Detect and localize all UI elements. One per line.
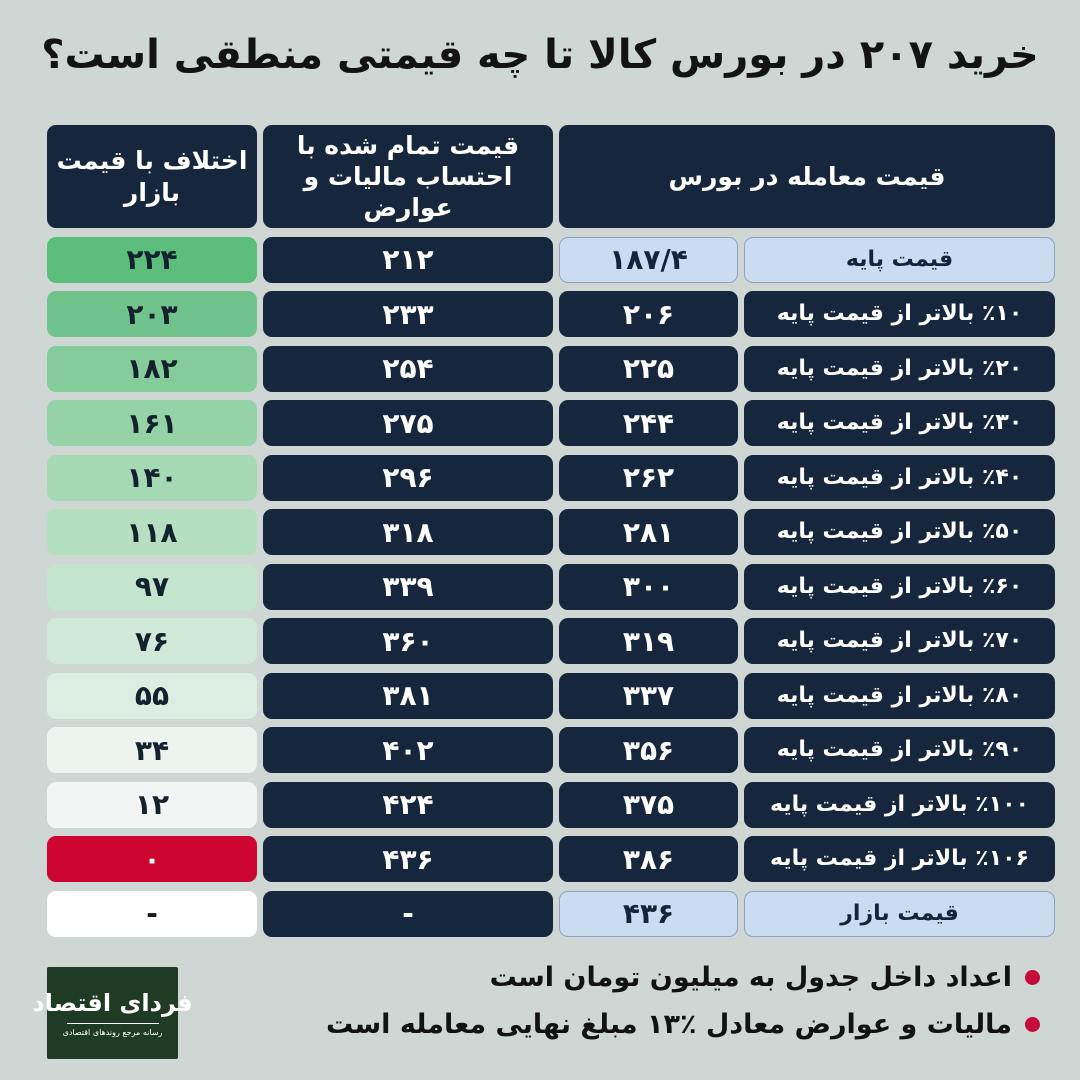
trade-price-cell: ۳۸۶ bbox=[559, 836, 738, 882]
trade-price-cell: ۳۷۵ bbox=[559, 781, 738, 828]
price-table: قیمت معامله در بورس قیمت تمام شده با احت… bbox=[46, 125, 1055, 937]
fardaye-eghtesad-logo: فردای اقتصاد رسانه مرجع روندهای اقتصادی bbox=[32, 967, 193, 1059]
total-price-cell: ۴۲۴ bbox=[263, 781, 553, 828]
row-label-cell: ٪۵۰ بالاتر از قیمت پایه bbox=[744, 509, 1055, 555]
trade-price-cell: ۲۴۴ bbox=[559, 400, 738, 446]
diff-cell: ۵۵ bbox=[47, 672, 257, 719]
row-label-cell: ٪۱۰ بالاتر از قیمت پایه bbox=[744, 291, 1055, 337]
total-price-cell: ۲۷۵ bbox=[263, 400, 553, 446]
header-total-price: قیمت تمام شده با احتساب مالیات و عوارض bbox=[263, 125, 553, 228]
total-price-cell: ۴۳۶ bbox=[263, 836, 553, 882]
total-price-cell: ۲۳۳ bbox=[263, 291, 553, 337]
total-price-cell: ۳۸۱ bbox=[263, 672, 553, 719]
diff-cell: ۱۴۰ bbox=[47, 454, 257, 501]
total-price-cell: ۳۳۹ bbox=[263, 563, 553, 610]
diff-cell: ۹۷ bbox=[47, 563, 257, 610]
logo-name: فردای اقتصاد bbox=[32, 989, 193, 1017]
footnote-text: اعداد داخل جدول به میلیون تومان است bbox=[489, 962, 1012, 993]
bullet-icon bbox=[1025, 970, 1040, 985]
logo-tagline: رسانه مرجع روندهای اقتصادی bbox=[62, 1028, 163, 1037]
total-price-cell: - bbox=[263, 890, 553, 937]
footnotes: اعداد داخل جدول به میلیون تومان است مالی… bbox=[326, 962, 1040, 1040]
header-trade-price: قیمت معامله در بورس bbox=[559, 125, 1055, 228]
trade-price-cell: ۳۱۹ bbox=[559, 618, 738, 664]
row-label-cell: ٪۲۰ بالاتر از قیمت پایه bbox=[744, 345, 1055, 392]
total-price-cell: ۲۵۴ bbox=[263, 345, 553, 392]
diff-cell: ۳۴ bbox=[47, 727, 257, 773]
row-label-cell: ٪۷۰ بالاتر از قیمت پایه bbox=[744, 618, 1055, 664]
row-label-cell: ٪۳۰ بالاتر از قیمت پایه bbox=[744, 400, 1055, 446]
trade-price-cell: ۳۳۷ bbox=[559, 672, 738, 719]
trade-price-cell: ۲۶۲ bbox=[559, 454, 738, 501]
diff-cell: ۲۰۳ bbox=[47, 291, 257, 337]
diff-cell: ۱۸۲ bbox=[47, 345, 257, 392]
header-diff-with-market: اختلاف با قیمت بازار bbox=[47, 125, 257, 228]
trade-price-cell: ۲۰۶ bbox=[559, 291, 738, 337]
row-label-cell: قیمت پایه bbox=[744, 236, 1055, 283]
row-label-cell: ٪۹۰ بالاتر از قیمت پایه bbox=[744, 727, 1055, 773]
footnote-tax: مالیات و عوارض معادل ٪۱۳ مبلغ نهایی معام… bbox=[326, 1009, 1040, 1040]
diff-cell: ۱۲ bbox=[47, 781, 257, 828]
trade-price-cell: ۳۵۶ bbox=[559, 727, 738, 773]
footnote-text: مالیات و عوارض معادل ٪۱۳ مبلغ نهایی معام… bbox=[326, 1009, 1012, 1040]
total-price-cell: ۴۰۲ bbox=[263, 727, 553, 773]
diff-cell: ۲۲۴ bbox=[47, 236, 257, 283]
diff-cell: ۷۶ bbox=[47, 618, 257, 664]
total-price-cell: ۳۶۰ bbox=[263, 618, 553, 664]
trade-price-cell: ۱۸۷/۴ bbox=[559, 236, 738, 283]
total-price-cell: ۲۱۲ bbox=[263, 236, 553, 283]
row-label-cell: ٪۱۰۰ بالاتر از قیمت پایه bbox=[744, 781, 1055, 828]
page-title: خرید ۲۰۷ در بورس کالا تا چه قیمتی منطقی … bbox=[41, 32, 1039, 78]
trade-price-cell: ۳۰۰ bbox=[559, 563, 738, 610]
trade-price-cell: ۲۸۱ bbox=[559, 509, 738, 555]
total-price-cell: ۳۱۸ bbox=[263, 509, 553, 555]
row-label-cell: قیمت بازار bbox=[744, 890, 1055, 937]
diff-cell: ۱۶۱ bbox=[47, 400, 257, 446]
total-price-cell: ۲۹۶ bbox=[263, 454, 553, 501]
row-label-cell: ٪۴۰ بالاتر از قیمت پایه bbox=[744, 454, 1055, 501]
row-label-cell: ٪۱۰۶ بالاتر از قیمت پایه bbox=[744, 836, 1055, 882]
bullet-icon bbox=[1025, 1017, 1040, 1032]
trade-price-cell: ۴۳۶ bbox=[559, 890, 738, 937]
row-label-cell: ٪۶۰ بالاتر از قیمت پایه bbox=[744, 563, 1055, 610]
footnote-unit: اعداد داخل جدول به میلیون تومان است bbox=[490, 962, 1040, 993]
diff-cell: ۱۱۸ bbox=[47, 509, 257, 555]
row-label-cell: ٪۸۰ بالاتر از قیمت پایه bbox=[744, 672, 1055, 719]
trade-price-cell: ۲۲۵ bbox=[559, 345, 738, 392]
diff-cell: - bbox=[47, 890, 257, 937]
diff-cell: ۰ bbox=[47, 836, 257, 882]
logo-divider bbox=[66, 1023, 159, 1024]
